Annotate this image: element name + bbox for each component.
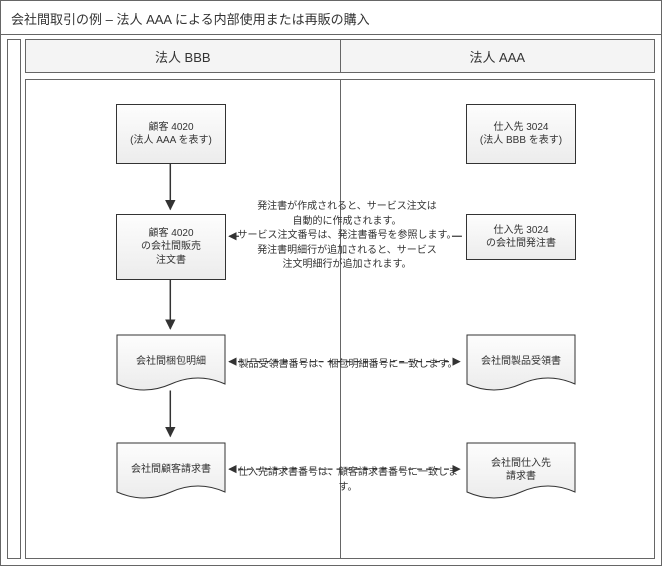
doc-label: 会社間製品受領書 — [481, 355, 561, 369]
node-vendor-3024: 仕入先 3024(法人 BBB を表す) — [466, 104, 576, 164]
doc-label: 会社間梱包明細 — [136, 355, 206, 369]
annotation-invoice-match: 仕入先請求書番号は、顧客請求書番号に一致します。 — [232, 466, 464, 495]
diagram-title: 会社間取引の例 – 法人 AAA による内部使用または再販の購入 — [1, 1, 661, 35]
doc-ic-vendor-invoice: 会社間仕入先請求書 — [466, 442, 576, 504]
doc-label: 会社間仕入先請求書 — [491, 457, 551, 484]
node-ic-sales-order: 顧客 4020の会社間販売注文書 — [116, 214, 226, 280]
doc-ic-product-receipt: 会社間製品受領書 — [466, 334, 576, 396]
diagram-body: 顧客 4020(法人 AAA を表す) 仕入先 3024(法人 BBB を表す)… — [25, 79, 655, 559]
column-header-left: 法人 BBB — [25, 39, 341, 73]
doc-ic-customer-invoice: 会社間顧客請求書 — [116, 442, 226, 504]
node-ic-purchase-order: 仕入先 3024の会社間発注書 — [466, 214, 576, 260]
annotation-auto-create: 発注書が作成されると、サービス注文は自動的に作成されます。サービス注文番号は、発… — [232, 200, 462, 273]
column-header-right: 法人 AAA — [341, 39, 656, 73]
annotation-receipt-match: 製品受領書番号は、梱包明細番号に一致します。 — [236, 358, 460, 373]
doc-ic-packing-slip: 会社間梱包明細 — [116, 334, 226, 396]
left-margin-strip — [7, 39, 21, 559]
node-label: 顧客 4020(法人 AAA を表す) — [130, 121, 212, 148]
node-customer-4020: 顧客 4020(法人 AAA を表す) — [116, 104, 226, 164]
column-headers: 法人 BBB 法人 AAA — [25, 39, 655, 73]
node-label: 顧客 4020の会社間販売注文書 — [141, 227, 201, 268]
node-label: 仕入先 3024の会社間発注書 — [486, 224, 556, 251]
diagram-frame: 会社間取引の例 – 法人 AAA による内部使用または再販の購入 法人 BBB … — [0, 0, 662, 566]
node-label: 仕入先 3024(法人 BBB を表す) — [480, 121, 562, 148]
doc-label: 会社間顧客請求書 — [131, 463, 211, 477]
